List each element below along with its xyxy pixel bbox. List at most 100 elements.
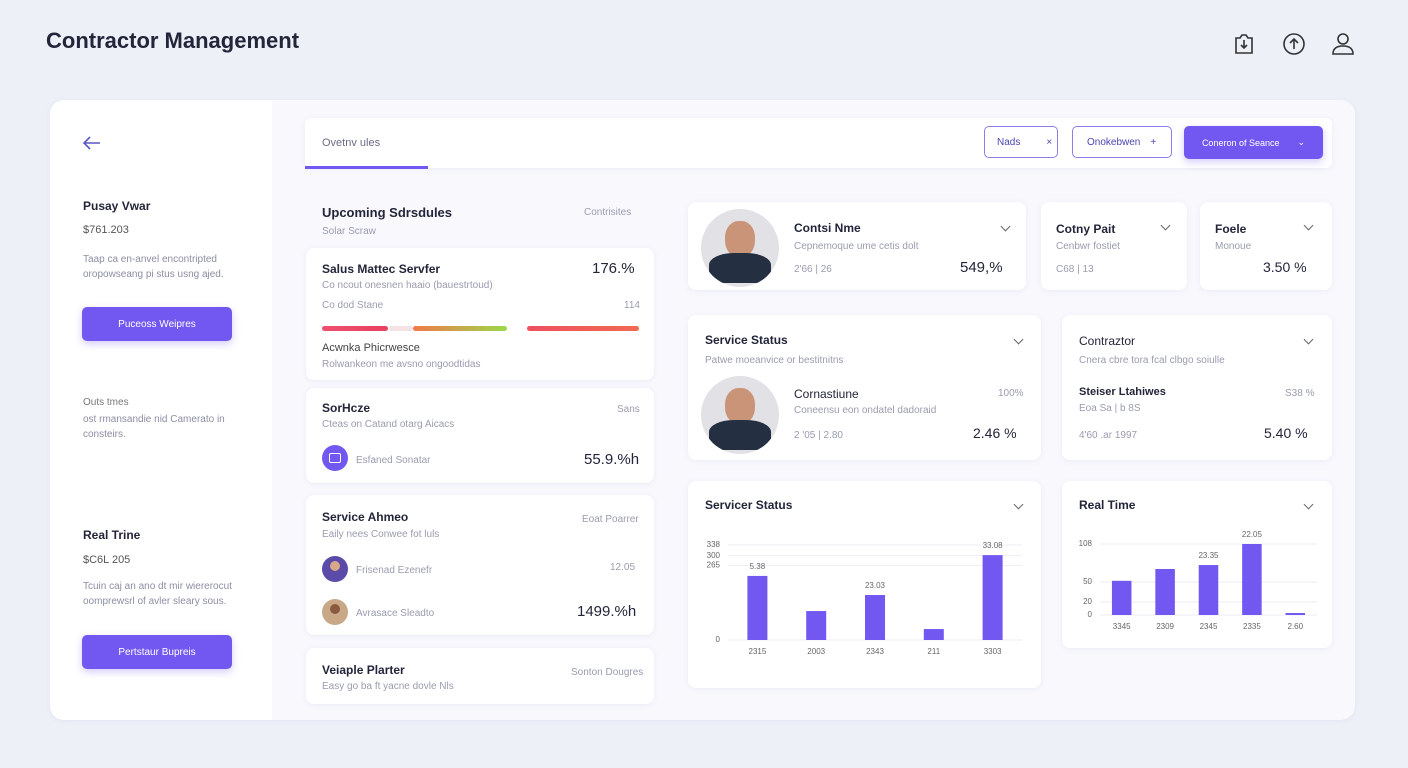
profile-desc: Coneensu eon ondatel dadoraid: [794, 405, 937, 416]
profile-desc: Eoa Sa | b 8S: [1079, 403, 1141, 414]
filter-label: Nads: [997, 136, 1021, 148]
card-title: Veiaple Plarter: [322, 663, 405, 677]
avatar: [322, 556, 348, 582]
avatar-body: [709, 420, 771, 450]
avatar-face: [330, 604, 340, 614]
bar: [982, 555, 1003, 640]
help-icon[interactable]: [1283, 33, 1305, 55]
icon-badge: [322, 445, 348, 471]
profile-name: Cornastiune: [794, 387, 859, 401]
card-title: Salus Mattec Servfer: [322, 262, 441, 276]
sidebar-button[interactable]: Puceoss Weipres: [82, 307, 232, 341]
header-icons: [1235, 33, 1354, 55]
value-label: 23.35: [1198, 551, 1219, 560]
profile-card: [1041, 202, 1187, 290]
bar: [865, 595, 885, 640]
sidebar-desc: Taap ca en-anvel encontripted oropowsean…: [83, 254, 224, 280]
download-icon[interactable]: [1235, 34, 1253, 54]
sidebar-title: Pusay Vwar: [83, 199, 151, 213]
user-icon[interactable]: [1337, 33, 1349, 45]
progress-segment: [413, 326, 507, 331]
avatar: [701, 209, 779, 287]
avatar: [322, 599, 348, 625]
sidebar-button[interactable]: Pertstaur Bupreis: [82, 635, 232, 669]
filter-button[interactable]: Nads ×: [984, 126, 1058, 158]
profile-desc: Monoue: [1215, 241, 1252, 252]
card-person-value: 12.05: [610, 562, 636, 573]
chevron: ⌄: [1297, 137, 1306, 147]
chart-card: [1062, 481, 1332, 648]
bar: [1285, 613, 1306, 615]
filter-label: Coneron of Seance: [1201, 137, 1280, 148]
bar-chart: Real Time 0 20 50 108 3345 2309 2345 23.35 2335 22…: [1079, 498, 1317, 631]
x-tick-label: 2345: [1200, 622, 1218, 631]
card-footer-desc: Rolwankeon me avsno ongoodtidas: [322, 359, 481, 370]
card-person: Esfaned Sonatar: [356, 455, 431, 466]
profile-meta: 2'66 | 26: [794, 264, 832, 275]
profile-desc: Cepnemoque ume cetis dolt: [794, 241, 919, 252]
sidebar-title: Real Trine: [83, 528, 141, 542]
progress-segment: [322, 326, 388, 331]
section-title: Upcoming Sdrsdules: [322, 205, 453, 220]
filter-dropdown[interactable]: Coneron of Seance ⌄: [1184, 126, 1323, 159]
tab-bar: [305, 118, 1332, 168]
tab[interactable]: Ovetnv ules: [322, 137, 381, 149]
card-title: Contraztor: [1079, 334, 1136, 348]
x-tick-label: 2.60: [1288, 622, 1304, 631]
profile-name: Contsi Nme: [794, 221, 861, 235]
avatar-face: [725, 221, 755, 257]
profile-value: 3.50 %: [1263, 259, 1307, 275]
x-tick-label: 3345: [1113, 622, 1131, 631]
profile-card: [1200, 202, 1332, 290]
card-tag: Eoat Poarrer: [582, 514, 639, 525]
section-link[interactable]: Contrisites: [584, 207, 632, 218]
progress-segment: [389, 326, 413, 331]
sidebar-value: $761.203: [83, 224, 129, 236]
chart-card: [688, 481, 1041, 688]
card-meta: Co dod Stane: [322, 300, 384, 311]
profile-name: Steiser Ltahiwes: [1079, 386, 1166, 398]
profile-value: 549,%: [960, 259, 1003, 276]
card-person: Frisenad Ezenefr: [356, 565, 433, 576]
schedule-card: [306, 388, 654, 483]
card-tag: Sans: [617, 404, 640, 415]
chart-title: Real Time: [1079, 498, 1136, 512]
profile-tag: S38 %: [1285, 388, 1315, 399]
card-footer: Acwnka Phicrwesce: [322, 342, 420, 354]
chart-title: Servicer Status: [705, 498, 793, 512]
card-title: SorHcze: [322, 401, 371, 415]
card-person: Avrasace Sleadto: [356, 608, 435, 619]
y-tick-label: 338: [707, 540, 721, 549]
progress-segment: [527, 326, 639, 331]
profile-value: 5.40 %: [1264, 425, 1308, 441]
y-tick-label: 0: [716, 635, 721, 644]
profile-name: Foele: [1215, 222, 1247, 236]
profile-desc: Cenbwr fostiet: [1056, 241, 1120, 252]
tab-underline: [305, 166, 428, 169]
profile-meta: 4'60 .ar 1997: [1079, 430, 1138, 441]
avatar-face: [725, 388, 755, 424]
value-label: 5.38: [750, 562, 766, 571]
x-tick-label: 2309: [1156, 622, 1174, 631]
x-tick-label: 211: [927, 647, 940, 656]
bar: [923, 629, 944, 640]
value-label: 22.05: [1242, 530, 1263, 539]
back-icon[interactable]: [80, 133, 104, 153]
bar: [747, 575, 768, 640]
profile-tag: 100%: [998, 388, 1024, 399]
sidebar-desc: ost rmansandie nid Camerato in consteirs…: [83, 414, 225, 440]
card-desc: Co ncout onesnen haaio (bauestrtoud): [322, 280, 493, 291]
profile-meta: C68 | 13: [1056, 264, 1094, 275]
card-desc: Cnera cbre tora fcal clbgo soiulle: [1079, 355, 1225, 366]
user-icon-body: [1332, 45, 1354, 55]
value-label: 33.08: [983, 541, 1004, 550]
filter-button[interactable]: Onokebwen +: [1072, 126, 1172, 158]
x-tick-label: 3303: [984, 647, 1002, 656]
bar: [806, 611, 827, 640]
avatar-body: [709, 253, 771, 283]
value-label: 23.03: [865, 581, 886, 590]
card-desc: Cteas on Catand otarg Aicacs: [322, 419, 455, 430]
close-icon: ×: [1046, 136, 1053, 148]
